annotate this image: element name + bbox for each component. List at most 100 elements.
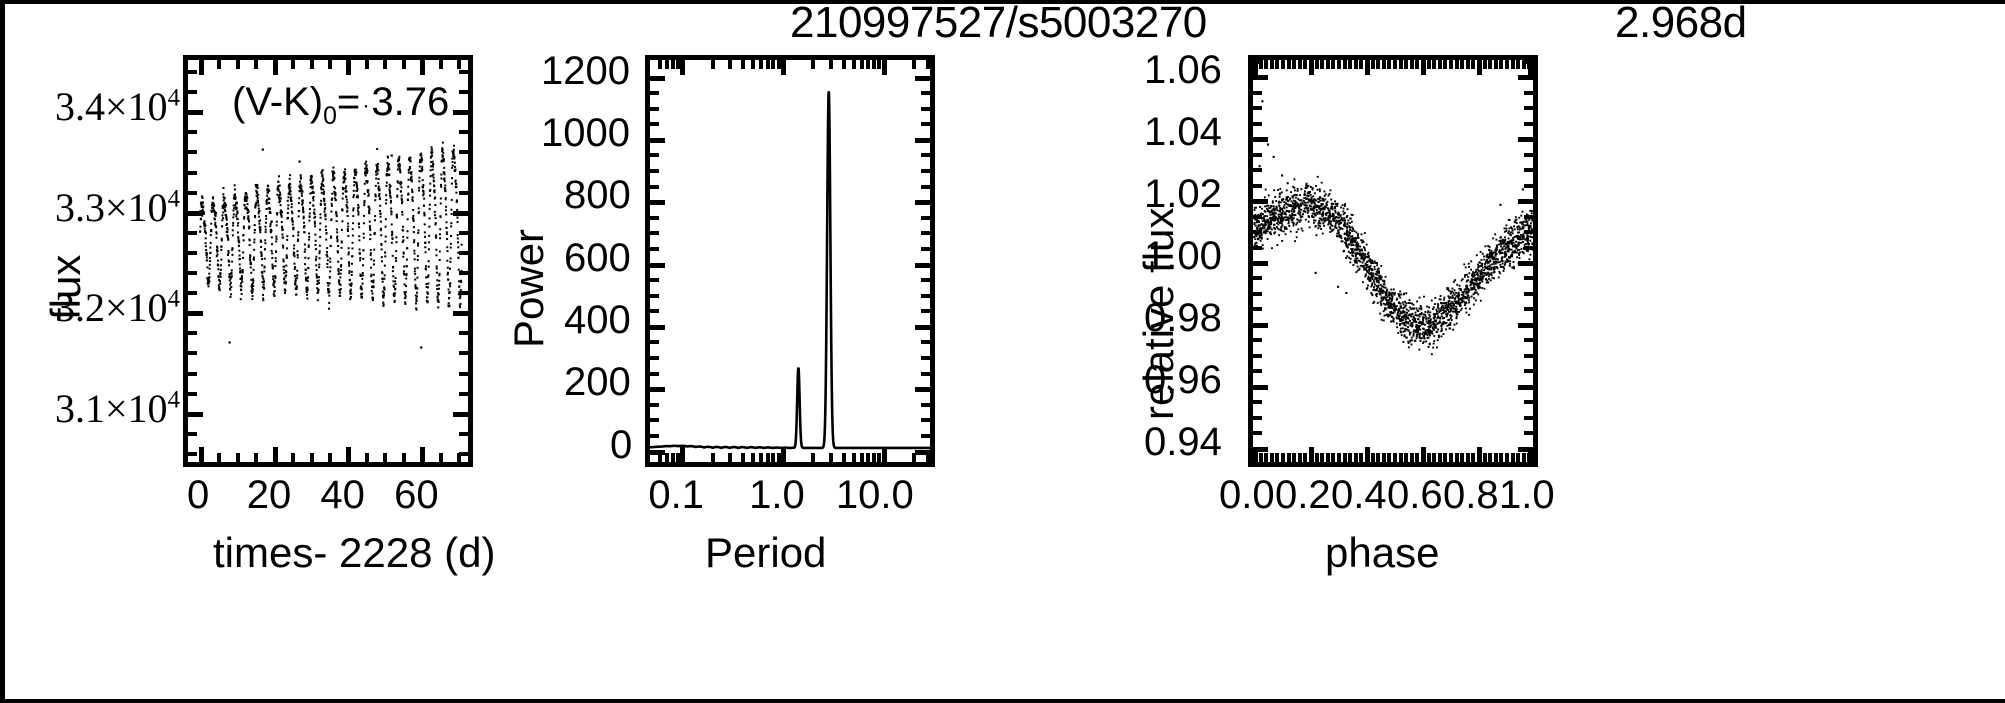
axis-tick	[459, 190, 468, 195]
axis-tick	[1499, 60, 1504, 69]
axis-tick	[921, 278, 930, 283]
axis-tick	[459, 451, 468, 456]
axis-tick	[1518, 75, 1533, 81]
axis-tick	[401, 453, 406, 462]
axis-tick	[1353, 453, 1358, 462]
axis-tick	[926, 60, 930, 69]
axis-tick	[1292, 453, 1297, 462]
axis-tick	[309, 60, 314, 69]
axis-tick	[664, 60, 669, 69]
axis-tick	[650, 153, 659, 158]
phasecurve-ytick-label: 0.98	[1144, 295, 1222, 340]
axis-tick	[650, 371, 659, 376]
lightcurve-xtick-label: 60	[394, 473, 439, 517]
periodogram-ytick-label: 1000	[541, 110, 630, 155]
axis-tick	[1365, 60, 1370, 75]
axis-tick	[188, 391, 197, 396]
axis-tick	[456, 453, 461, 462]
phasecurve-ytick-label: 1.02	[1144, 172, 1222, 217]
axis-tick	[1404, 453, 1409, 462]
phasecurve-datapoints	[1253, 100, 1533, 356]
axis-tick	[459, 250, 468, 255]
axis-tick	[188, 451, 197, 456]
axis-tick	[921, 153, 930, 158]
axis-tick	[1348, 453, 1353, 462]
axis-tick	[650, 137, 665, 143]
periodogram-ytick-label: 800	[564, 173, 631, 218]
axis-tick	[1518, 199, 1533, 205]
axis-tick	[926, 453, 930, 462]
axis-tick	[728, 453, 733, 462]
axis-tick	[420, 60, 426, 75]
axis-tick	[1527, 60, 1532, 69]
periodogram-plot-area	[645, 55, 935, 467]
axis-tick	[1449, 453, 1453, 462]
axis-tick	[1253, 106, 1262, 111]
axis-tick	[346, 60, 352, 75]
axis-tick	[915, 75, 930, 81]
axis-tick	[1524, 291, 1533, 296]
axis-tick	[1477, 447, 1482, 462]
axis-tick	[1376, 453, 1381, 462]
axis-tick	[420, 447, 426, 462]
axis-tick	[199, 60, 205, 75]
axis-tick	[1253, 121, 1262, 126]
axis-tick	[459, 230, 468, 235]
axis-tick	[309, 453, 314, 462]
lightcurve-ytick-label: 3.4×104	[55, 84, 180, 130]
lightcurve-ytick-label: 3.1×104	[55, 385, 180, 431]
axis-tick	[1421, 447, 1426, 462]
axis-tick	[1297, 60, 1302, 69]
axis-tick	[1353, 60, 1358, 69]
axis-tick	[1415, 453, 1420, 462]
axis-tick	[915, 449, 930, 455]
axis-tick	[188, 271, 197, 276]
axis-tick	[657, 60, 662, 69]
axis-tick	[1314, 60, 1319, 69]
axis-tick	[1432, 60, 1437, 69]
axis-tick	[1524, 369, 1533, 374]
lightcurve-xtick-label: 20	[246, 473, 292, 517]
axis-tick	[829, 453, 834, 462]
axis-tick	[1269, 60, 1274, 69]
right-panel-title: 2.968d	[1615, 0, 1747, 47]
axis-tick	[459, 371, 468, 376]
axis-tick	[912, 453, 917, 462]
axis-tick	[741, 60, 746, 69]
axis-tick	[650, 106, 659, 111]
lightcurve-datapoints	[199, 105, 463, 349]
axis-tick	[1482, 60, 1487, 69]
axis-tick	[1331, 453, 1336, 462]
axis-tick	[459, 391, 468, 396]
axis-tick	[1524, 307, 1533, 312]
axis-tick	[1518, 261, 1533, 266]
axis-tick	[1524, 338, 1533, 343]
axis-tick	[758, 453, 763, 462]
axis-tick	[328, 453, 332, 462]
axis-tick	[1381, 453, 1386, 462]
axis-tick	[1524, 276, 1533, 281]
axis-tick	[1253, 75, 1268, 81]
axis-tick	[650, 402, 659, 407]
axis-tick	[1518, 384, 1533, 390]
axis-tick	[1253, 415, 1262, 420]
axis-tick	[1253, 353, 1262, 358]
axis-tick	[1426, 60, 1431, 69]
axis-tick	[1337, 453, 1341, 462]
axis-tick	[650, 433, 659, 438]
axis-tick	[781, 447, 787, 462]
axis-tick	[1488, 60, 1493, 69]
axis-tick	[1524, 168, 1533, 173]
phasecurve-xtick-label: 0.0	[1219, 473, 1275, 517]
axis-tick	[291, 453, 296, 462]
axis-tick	[1286, 453, 1291, 462]
axis-tick	[650, 449, 665, 455]
periodogram-yaxis-label: Power	[505, 228, 552, 348]
axis-tick	[877, 60, 882, 69]
axis-tick	[1309, 447, 1314, 462]
axis-tick	[188, 351, 197, 356]
axis-tick	[1253, 137, 1268, 143]
axis-tick	[921, 106, 930, 111]
axis-tick	[1325, 453, 1330, 462]
